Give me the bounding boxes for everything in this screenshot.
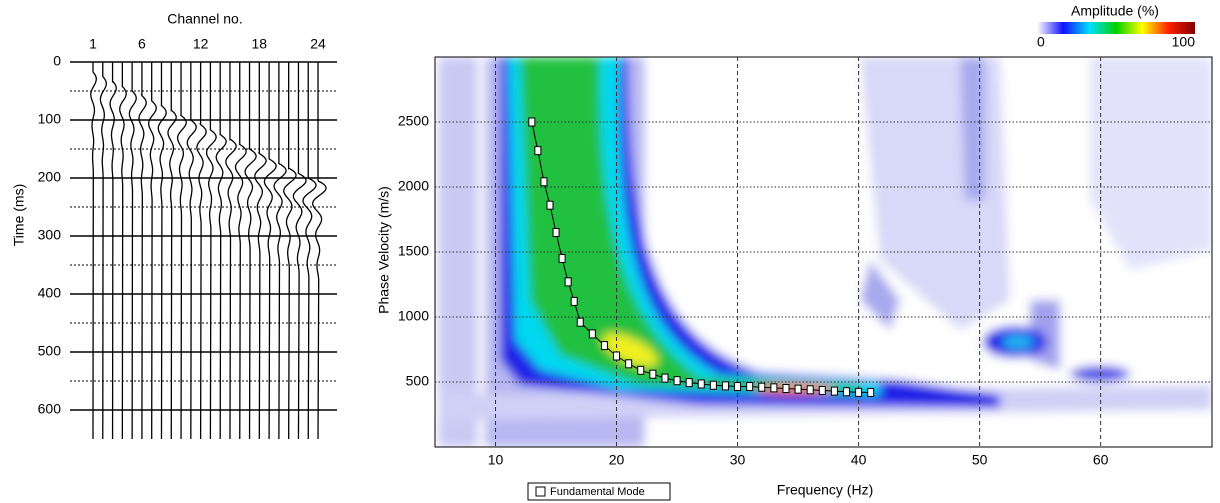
colorbar-title: Amplitude (%) — [1071, 3, 1159, 19]
data-point — [818, 385, 826, 395]
y-tick-label: 400 — [38, 285, 62, 301]
y-tick-label: 100 — [38, 111, 62, 127]
y-axis-label: Time (ms) — [11, 184, 27, 246]
trace — [90, 62, 97, 440]
x-tick-label: 60 — [1093, 452, 1109, 468]
x-tick-label: 6 — [138, 36, 146, 52]
trace — [148, 62, 157, 440]
trace — [138, 62, 147, 440]
trace — [157, 62, 167, 440]
data-point — [855, 387, 863, 397]
trace — [254, 62, 267, 440]
data-point — [570, 296, 578, 306]
data-point — [758, 382, 766, 392]
trace — [205, 62, 217, 440]
y-tick-label: 500 — [406, 373, 430, 389]
trace — [263, 62, 277, 440]
trace — [99, 62, 107, 440]
x-tick-label: 1 — [89, 36, 97, 52]
trace — [128, 62, 137, 440]
data-point — [564, 277, 572, 287]
data-point — [842, 387, 850, 397]
data-point — [806, 385, 814, 395]
data-point — [782, 384, 790, 393]
x-tick-label: 50 — [972, 452, 988, 468]
y-tick-label: 200 — [38, 169, 62, 185]
data-point — [637, 365, 645, 375]
trace — [167, 62, 177, 440]
trace — [273, 62, 287, 440]
trace — [302, 62, 317, 440]
trace — [215, 62, 227, 440]
x-tick-label: 30 — [730, 452, 746, 468]
legend-box — [527, 482, 671, 501]
data-point — [552, 228, 560, 237]
trace — [283, 62, 297, 440]
data-point — [830, 386, 838, 396]
y-tick-label: 0 — [53, 53, 61, 69]
data-point — [734, 382, 742, 392]
trace — [196, 62, 207, 440]
data-point — [661, 373, 669, 383]
x-tick-label: 10 — [488, 452, 504, 468]
data-point — [794, 384, 802, 394]
y-tick-label: 1000 — [398, 308, 429, 324]
data-point — [770, 383, 778, 393]
trace — [312, 62, 327, 440]
y-tick-label: 2500 — [398, 113, 429, 129]
x-tick-label: 18 — [252, 36, 268, 52]
data-point — [600, 341, 608, 351]
data-point — [546, 200, 554, 210]
x-tick-label: 24 — [310, 36, 326, 52]
trace — [234, 62, 247, 440]
trace — [176, 62, 187, 440]
data-point — [528, 117, 536, 127]
trace — [119, 62, 127, 440]
legend-entry: Fundamental Mode — [550, 486, 645, 498]
y-axis-label: Phase Velocity (m/s) — [376, 186, 392, 314]
y-tick-label: 300 — [38, 227, 62, 243]
data-point — [673, 376, 681, 386]
trace — [186, 62, 197, 440]
data-point — [746, 382, 754, 392]
y-tick-label: 500 — [38, 343, 62, 359]
x-tick-label: 12 — [193, 36, 209, 52]
data-point — [867, 387, 875, 397]
colorbar-tick-label: 100 — [1172, 34, 1196, 50]
data-point — [625, 359, 633, 369]
data-point — [613, 351, 621, 361]
data-point — [588, 329, 596, 339]
trace — [225, 62, 237, 440]
x-tick-label: 20 — [609, 452, 625, 468]
trace — [292, 62, 307, 440]
y-tick-label: 600 — [38, 401, 62, 417]
data-point — [534, 146, 542, 156]
legend-symbol — [535, 486, 546, 497]
trace — [109, 62, 117, 440]
data-point — [558, 254, 566, 263]
x-axis-label: Frequency (Hz) — [777, 482, 873, 498]
data-point — [685, 378, 693, 388]
y-tick-label: 1500 — [398, 243, 429, 259]
colorbar-tick-label: 0 — [1037, 34, 1045, 50]
data-point — [721, 381, 729, 391]
data-point — [709, 380, 717, 390]
data-point — [697, 379, 705, 389]
data-point — [540, 177, 548, 187]
y-tick-label: 2000 — [398, 178, 429, 194]
colorbar — [1037, 22, 1195, 34]
chart-title: Channel no. — [167, 11, 243, 27]
data-point — [576, 317, 584, 327]
data-point — [649, 369, 657, 379]
legend: Fundamental Mode — [527, 482, 671, 501]
x-tick-label: 40 — [851, 452, 867, 468]
trace — [244, 62, 257, 440]
